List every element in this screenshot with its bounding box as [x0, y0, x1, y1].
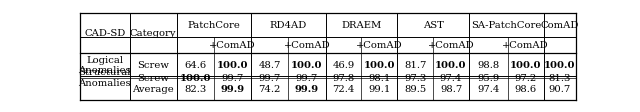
Text: 100.0: 100.0	[364, 60, 395, 69]
Text: Structural
Anomalies: Structural Anomalies	[79, 68, 131, 87]
Text: 99.7: 99.7	[221, 73, 244, 82]
Text: 99.9: 99.9	[295, 85, 319, 94]
Text: 90.7: 90.7	[548, 85, 571, 94]
Text: 98.7: 98.7	[440, 85, 462, 94]
Text: 100.0: 100.0	[217, 60, 248, 69]
Text: 74.2: 74.2	[259, 85, 281, 94]
Text: 89.5: 89.5	[404, 85, 426, 94]
Text: 97.8: 97.8	[332, 73, 355, 82]
Text: Screw: Screw	[137, 73, 169, 82]
Text: ComAD: ComAD	[541, 21, 579, 30]
Text: 48.7: 48.7	[259, 60, 281, 69]
Text: 98.1: 98.1	[368, 73, 390, 82]
Text: 99.7: 99.7	[296, 73, 318, 82]
Text: 72.4: 72.4	[332, 85, 355, 94]
Text: PatchCore: PatchCore	[188, 21, 241, 30]
Text: 97.2: 97.2	[515, 73, 537, 82]
Text: 98.6: 98.6	[515, 85, 537, 94]
Text: +ComAD: +ComAD	[428, 41, 474, 50]
Text: Logical
Anomalies: Logical Anomalies	[79, 55, 131, 75]
Text: 95.9: 95.9	[477, 73, 499, 82]
Text: 100.0: 100.0	[544, 60, 575, 69]
Text: +ComAD: +ComAD	[209, 41, 256, 50]
Text: 64.6: 64.6	[184, 60, 206, 69]
Text: SA-PatchCore: SA-PatchCore	[471, 21, 541, 30]
Text: 81.7: 81.7	[404, 60, 426, 69]
Text: 82.3: 82.3	[184, 85, 207, 94]
Text: 99.1: 99.1	[368, 85, 390, 94]
Text: 100.0: 100.0	[435, 60, 467, 69]
Text: RD4AD: RD4AD	[269, 21, 307, 30]
Text: 97.4: 97.4	[477, 85, 499, 94]
Text: 100.0: 100.0	[180, 73, 211, 82]
Text: 46.9: 46.9	[332, 60, 355, 69]
Text: Screw: Screw	[137, 60, 169, 69]
Text: DRAEM: DRAEM	[341, 21, 381, 30]
Text: 97.4: 97.4	[440, 73, 462, 82]
Text: Category: Category	[130, 29, 177, 38]
Text: +ComAD: +ComAD	[356, 41, 403, 50]
Text: 99.7: 99.7	[259, 73, 281, 82]
Text: Average: Average	[132, 85, 174, 94]
Text: +ComAD: +ComAD	[502, 41, 549, 50]
Text: 98.8: 98.8	[477, 60, 499, 69]
Text: 100.0: 100.0	[291, 60, 323, 69]
Text: CAD-SD: CAD-SD	[84, 29, 125, 38]
Text: AST: AST	[422, 21, 444, 30]
Text: 99.9: 99.9	[220, 85, 244, 94]
Text: 81.3: 81.3	[548, 73, 571, 82]
Text: +ComAD: +ComAD	[284, 41, 330, 50]
Text: 100.0: 100.0	[510, 60, 541, 69]
Text: 97.3: 97.3	[404, 73, 426, 82]
